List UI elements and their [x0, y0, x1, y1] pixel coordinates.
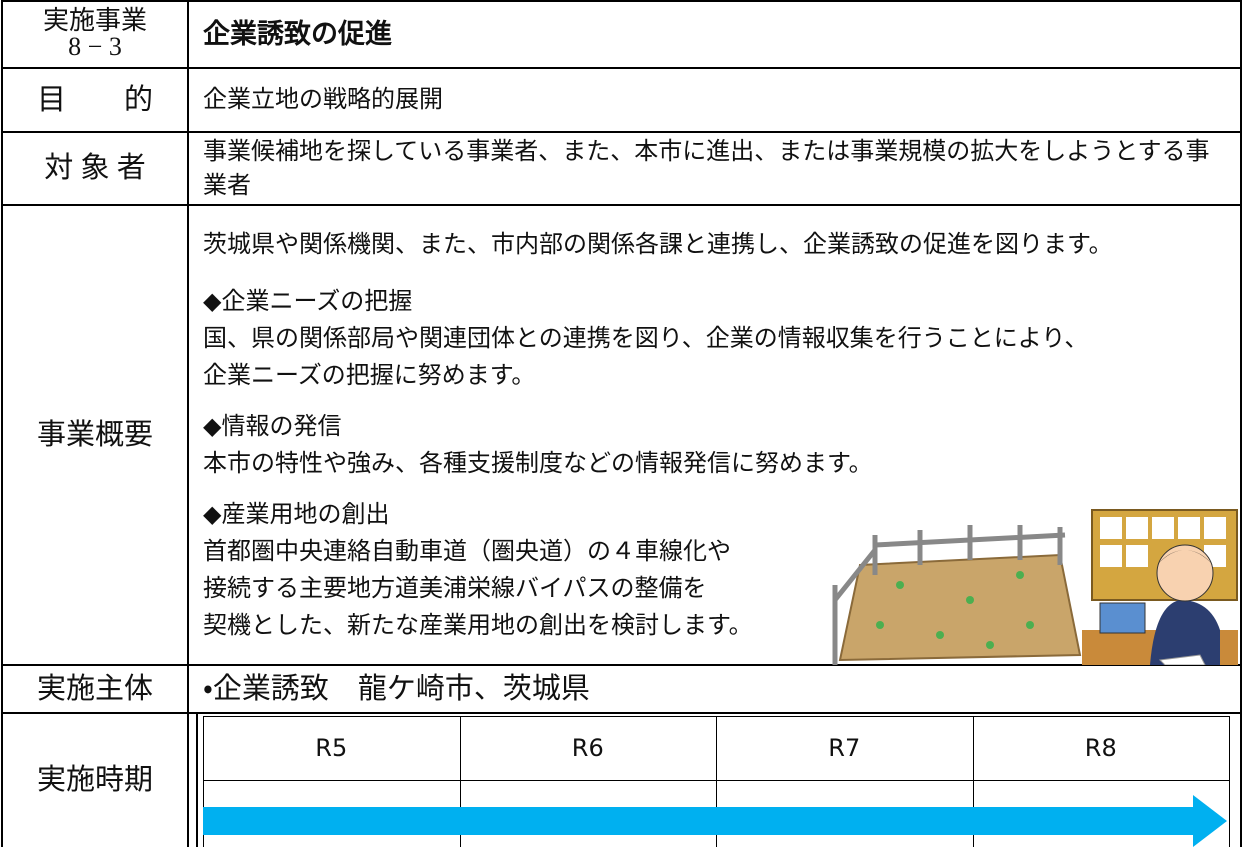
purpose-label: 目 的 [36, 83, 153, 116]
rule [459, 716, 461, 847]
section-line: 契機とした、新たな産業用地の創出を検討します。 [203, 613, 753, 639]
header-label: 実施事業 [42, 6, 147, 35]
overview-label: 事業概要 [36, 418, 153, 451]
header-title: 企業誘致の促進 [203, 18, 392, 50]
year-label: R6 [571, 734, 604, 762]
section-line: 首都圏中央連絡自動車道（圏央道）の４車線化や [203, 539, 731, 565]
header-title-cell: 企業誘致の促進 [189, 0, 1239, 68]
rule [2, 0, 1242, 2]
rule [203, 716, 204, 847]
rule [2, 67, 1242, 69]
schedule-arrow [203, 795, 1227, 847]
target-content: 事業候補地を探している事業者、また、本市に進出、または事業規模の拡大をしようとす… [203, 138, 1210, 199]
rule [1229, 716, 1230, 847]
year-label: R5 [315, 734, 348, 762]
rule [1240, 0, 1242, 847]
implementer-content-cell: ・企業誘致 龍ケ崎市、茨城県 [189, 665, 1239, 713]
section-line: 本市の特性や強み、各種支援制度などの情報発信に努めます。 [203, 451, 873, 477]
section-heading: ◆産業用地の創出 [203, 502, 390, 528]
rule [2, 131, 1242, 133]
purpose-content: 企業立地の戦略的展開 [203, 86, 443, 113]
rule [2, 712, 1242, 714]
purpose-content-cell: 企業立地の戦略的展開 [189, 68, 1239, 132]
section-heading: ◆企業ニーズの把握 [203, 289, 413, 315]
implementer-label: 実施主体 [36, 672, 153, 705]
rule [2, 204, 1242, 206]
overview-section: ◆企業ニーズの把握国、県の関係部局や関連団体との連携を図り、企業の情報収集を行う… [203, 284, 1239, 395]
rule [187, 0, 189, 847]
header-label-cell: 実施事業 8 − 3 [2, 0, 188, 68]
rule [972, 716, 974, 847]
overview-content: 茨城県や関係機関、また、市内部の関係各課と連携し、企業誘致の促進を図ります。 ◆… [189, 205, 1239, 665]
section-line: 企業ニーズの把握に努めます。 [203, 363, 536, 389]
overview-intro: 茨城県や関係機関、また、市内部の関係各課と連携し、企業誘致の促進を図ります。 [203, 232, 1113, 258]
rule [2, 664, 1242, 666]
target-label: 対 象 者 [44, 152, 146, 184]
rule [196, 714, 198, 847]
overview-section: ◆情報の発信本市の特性や強み、各種支援制度などの情報発信に努めます。 [203, 409, 1239, 483]
schedule-label: 実施時期 [36, 763, 153, 796]
illustration [832, 509, 1238, 665]
rule [1, 0, 3, 847]
section-line: 国、県の関係部局や関連団体との連携を図り、企業の情報収集を行うことにより、 [203, 326, 1089, 352]
section-line: 接続する主要地方道美浦栄線バイパスの整備を [203, 576, 707, 602]
section-heading: ◆情報の発信 [203, 414, 342, 440]
year-label: R8 [1084, 734, 1117, 762]
implementer-content: ・企業誘致 龍ケ崎市、茨城県 [203, 672, 590, 705]
year-label: R7 [828, 734, 861, 762]
target-content-cell: 事業候補地を探している事業者、また、本市に進出、または事業規模の拡大をしようとす… [189, 132, 1239, 205]
overview-section: ◆産業用地の創出首都圏中央連絡自動車道（圏央道）の４車線化や 接続する主要地方道美… [203, 497, 1239, 645]
header-number: 8 − 3 [68, 32, 122, 61]
rule [716, 716, 717, 847]
